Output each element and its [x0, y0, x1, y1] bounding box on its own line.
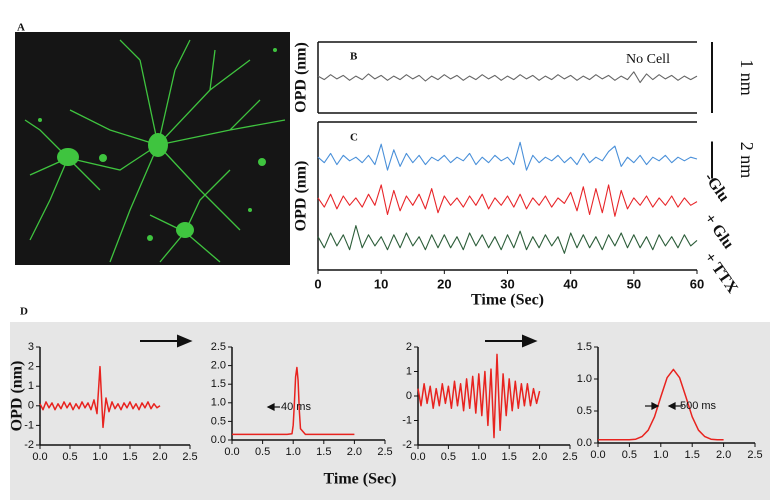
- y-tick-label: 0.0: [577, 437, 592, 449]
- arrow-head: [667, 402, 676, 410]
- x-tick-label: 60: [690, 276, 704, 291]
- x-tick-label: 10: [374, 276, 388, 291]
- y-tick-label: -1: [402, 414, 412, 426]
- y-tick-label: 2.0: [211, 360, 226, 372]
- x-tick-label: 2.5: [182, 451, 197, 463]
- y-tick-label: -2: [24, 439, 34, 451]
- x-tick-label: 0: [314, 276, 321, 291]
- x-tick-label: 50: [627, 276, 641, 291]
- x-tick-label: 0.0: [410, 451, 425, 463]
- x-tick-label: 30: [500, 276, 514, 291]
- x-tick-label: 2.0: [716, 449, 731, 461]
- x-tick-label: 2.5: [747, 449, 762, 461]
- y-tick-label: -1: [24, 419, 34, 431]
- x-tick-label: 0.0: [32, 451, 47, 463]
- y-tick-label: 0: [406, 390, 412, 402]
- legend-label: + Glu: [701, 210, 737, 252]
- width-arrows: [266, 402, 683, 411]
- neuron-image: [15, 32, 290, 265]
- y-tick-label: 0.0: [211, 434, 226, 446]
- x-tick-label: 2.0: [152, 451, 167, 463]
- y-tick-label: 1.5: [577, 341, 592, 353]
- x-tick-label: 0.5: [622, 449, 637, 461]
- annotation: 40 ms: [281, 401, 311, 413]
- scale-bar-label: 1 nm: [737, 59, 757, 96]
- x-tick-label: 0.5: [441, 451, 456, 463]
- chart: 0 10 20 30 40 50 60 -Glu + Glu+ TTX OPD (nm) Time …: [293, 121, 757, 309]
- legend-label: -Glu: [701, 170, 733, 205]
- trace: [317, 225, 698, 254]
- panel-label: D: [20, 306, 28, 318]
- x-tick-label: 1.0: [286, 446, 301, 458]
- y-tick-label: 2: [28, 361, 34, 373]
- x-tick-label: 1.0: [92, 451, 107, 463]
- chart: 0.0 0.5 1.0 1.5 2.0 2.5 0.0 0.5 1.0 1.5 500 ms: [577, 341, 763, 461]
- y-tick-label: 0.5: [211, 415, 226, 427]
- annotation: No Cell: [626, 52, 670, 67]
- y-tick-label: 2.5: [211, 341, 226, 353]
- x-tick-label: 2.0: [532, 451, 547, 463]
- y-axis-label: OPD (nm): [293, 161, 310, 232]
- trace: [232, 366, 355, 436]
- y-tick-label: -2: [402, 439, 412, 451]
- panel-label: B: [350, 51, 358, 63]
- chart: 0.0 0.5 1.0 1.5 2.0 2.5 0.0 0.5 1.0 1.5 2.0 2.5 40 m…: [211, 341, 393, 458]
- y-tick-label: 1.5: [211, 378, 226, 390]
- chart: OPD (nm) No Cell 1 nm: [293, 41, 757, 114]
- x-tick-label: 1.5: [502, 451, 517, 463]
- y-tick-label: 1.0: [577, 373, 592, 385]
- y-tick-label: 0.5: [577, 405, 592, 417]
- trace: [317, 184, 698, 217]
- x-tick-label: 1.5: [122, 451, 137, 463]
- trace: [39, 365, 161, 429]
- x-tick-label: 0.5: [62, 451, 77, 463]
- x-tick-label: 2.5: [377, 446, 392, 458]
- panel-label: C: [350, 132, 358, 144]
- chart: 0.0 0.5 1.0 1.5 2.0 2.5 -2 -1 0 1 2: [402, 341, 577, 463]
- x-tick-label: 0.0: [590, 449, 605, 461]
- trace: [598, 368, 724, 441]
- x-axis-label: Time (Sec): [323, 471, 396, 488]
- x-tick-label: 40: [563, 276, 577, 291]
- y-tick-label: 3: [28, 341, 34, 353]
- y-tick-label: 1: [406, 365, 412, 377]
- panel-label: A: [17, 22, 25, 34]
- y-tick-label: 1: [28, 380, 34, 392]
- y-tick-label: 1.0: [211, 397, 226, 409]
- y-tick-label: 0: [28, 400, 34, 412]
- x-tick-label: 1.0: [471, 451, 486, 463]
- trace: [417, 353, 541, 439]
- x-tick-label: 1.5: [316, 446, 331, 458]
- arrow-head: [266, 403, 275, 411]
- x-tick-label: 2.5: [562, 451, 577, 463]
- panel-d-background: [10, 322, 770, 500]
- x-axis-label: Time (Sec): [471, 292, 544, 309]
- x-tick-label: 0.5: [255, 446, 270, 458]
- x-tick-label: 1.0: [653, 449, 668, 461]
- trace: [317, 71, 698, 84]
- scale-bar-label: 2 nm: [737, 142, 757, 179]
- annotation: 500 ms: [680, 400, 717, 412]
- y-axis-label: OPD (nm): [293, 42, 310, 113]
- x-tick-label: 20: [437, 276, 451, 291]
- arrows: [140, 334, 538, 348]
- x-tick-label: 0.0: [224, 446, 239, 458]
- y-tick-label: 2: [406, 341, 412, 353]
- arrow-head: [651, 402, 660, 410]
- x-tick-label: 1.5: [685, 449, 700, 461]
- trace: [317, 141, 698, 171]
- chart: 0.0 0.5 1.0 1.5 2.0 2.5 -2 -1 0 1 2 3: [24, 341, 197, 463]
- legend-label: + TTX: [701, 249, 741, 297]
- y-axis-label: OPD (nm): [9, 361, 26, 432]
- x-tick-label: 2.0: [347, 446, 362, 458]
